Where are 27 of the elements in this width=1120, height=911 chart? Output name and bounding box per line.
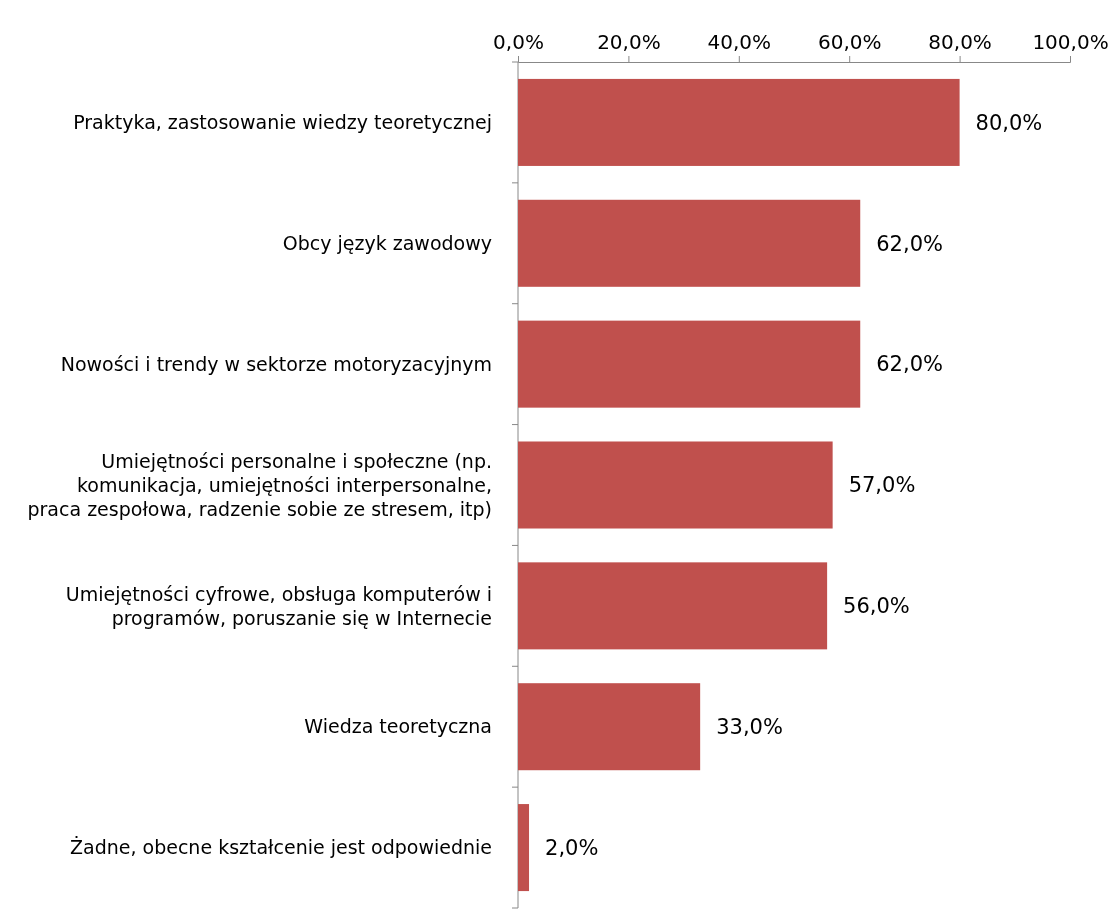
data-label: 80,0%	[975, 110, 1043, 135]
y-tick-label: Wiedza teoretyczna	[304, 715, 492, 738]
bar	[518, 804, 530, 892]
bar	[518, 562, 828, 650]
bar	[518, 683, 701, 771]
x-tick-label: 20,0%	[597, 30, 661, 54]
data-label: 62,0%	[876, 352, 943, 377]
x-tick-label: 100,0%	[1032, 30, 1109, 54]
data-label: 62,0%	[876, 231, 943, 256]
x-tick-label: 80,0%	[928, 30, 992, 54]
data-label: 56,0%	[843, 594, 910, 619]
bar	[518, 320, 861, 408]
data-label: 2,0%	[545, 835, 599, 860]
x-tick-label: 0,0%	[493, 30, 544, 54]
x-tick-label: 40,0%	[707, 30, 772, 54]
bar	[518, 78, 960, 166]
bar	[518, 441, 833, 529]
data-label: 33,0%	[716, 715, 783, 740]
y-tick-label: Żadne, obecne kształcenie jest odpowiednie	[70, 836, 492, 859]
y-tick-label: Umiejętności personalne i społeczne (np. komunikacja, umiejętności interpersonalne, praca zespołowa, radzenie sobie ze stresem, itp)	[27, 449, 492, 520]
y-tick-label: Umiejętności cyfrowe, obsługa komputerów i programów, poruszanie się w Internecie	[65, 582, 492, 629]
y-tick-label: Obcy język zawodowy	[282, 231, 492, 254]
y-tick-label: Nowości i trendy w sektorze motoryzacyjnym	[60, 352, 492, 375]
y-tick-label: Praktyka, zastosowanie wiedzy teoretycznej	[73, 111, 492, 134]
data-label: 57,0%	[848, 473, 916, 498]
bar	[518, 199, 861, 287]
x-tick-label: 60,0%	[817, 30, 882, 54]
